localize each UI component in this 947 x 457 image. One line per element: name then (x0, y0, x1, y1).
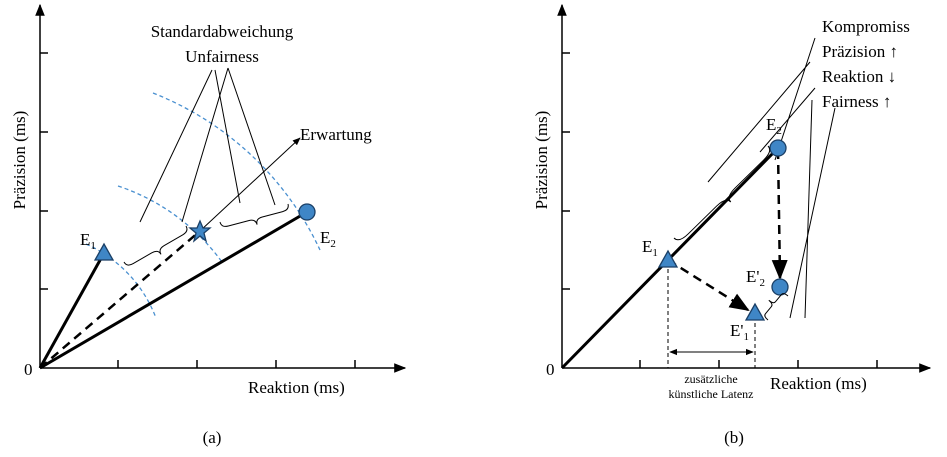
point-label: E1 (80, 230, 96, 252)
sub: 2 (776, 125, 782, 137)
point-label: E1 (642, 237, 658, 259)
sub: 2 (330, 238, 336, 250)
origin: 0 (546, 360, 555, 379)
base: E' (746, 267, 759, 286)
label: Reaktion ↓ (822, 67, 896, 86)
y-axis-label: Präzision (ms) (10, 111, 29, 210)
label: Standardabweichung (151, 22, 294, 41)
point-label: E2 (766, 115, 782, 137)
x-axis-label: Reaktion (ms) (248, 378, 345, 397)
label: Fairness ↑ (822, 92, 891, 111)
base: E (320, 228, 330, 247)
sub: 1 (652, 247, 658, 259)
brace (219, 203, 289, 227)
caption: (b) (724, 428, 744, 447)
label: Präzision ↑ (822, 42, 898, 61)
sub: 2 (759, 277, 765, 289)
sub: 1 (743, 331, 749, 343)
base: E' (730, 321, 743, 340)
annotation: künstliche Latenz (669, 387, 754, 401)
brace (764, 293, 789, 321)
sub: 1 (90, 240, 96, 252)
origin: 0 (24, 360, 33, 379)
point-label: E2 (320, 228, 336, 250)
base: E (642, 237, 652, 256)
layout (35, 3, 932, 373)
label: Kompromiss (822, 17, 910, 36)
base: E (80, 230, 90, 249)
base: E (766, 115, 776, 134)
brace (123, 225, 188, 266)
y-axis-label: Präzision (ms) (532, 111, 551, 210)
point-label: E'2 (746, 267, 765, 289)
annotation: zusätzliche (684, 372, 737, 386)
label: Erwartung (300, 125, 372, 144)
brace (673, 145, 771, 241)
label: Unfairness (185, 47, 259, 66)
caption: (a) (203, 428, 222, 447)
x-axis-label: Reaktion (ms) (770, 374, 867, 393)
point-label: E'1 (730, 321, 749, 343)
